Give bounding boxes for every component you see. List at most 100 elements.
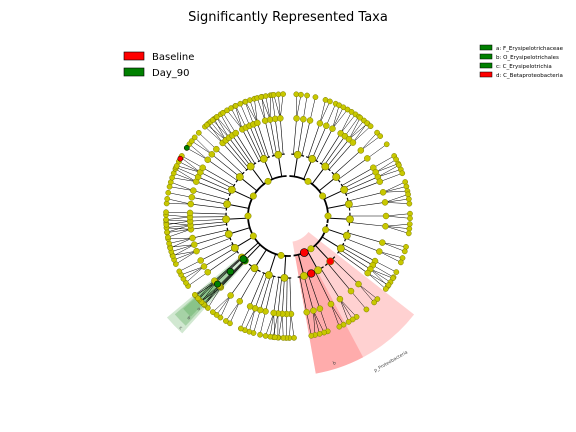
branch-spoke — [253, 309, 261, 334]
taxon-node — [249, 192, 257, 200]
branch-spoke — [360, 135, 381, 151]
taxon-node — [222, 215, 230, 224]
legend-label-day90: Day_90 — [152, 68, 189, 79]
branch-spoke — [273, 277, 280, 313]
taxon-node — [271, 334, 278, 341]
taxon-node — [163, 209, 169, 216]
branch-spoke — [232, 135, 254, 166]
branch-spoke — [166, 211, 191, 214]
branch-spoke — [350, 290, 367, 310]
branch-spoke — [385, 226, 409, 234]
taxon-node — [405, 230, 412, 237]
taxon-node — [209, 117, 216, 123]
branch-spoke — [358, 283, 375, 303]
branch-spoke — [220, 295, 231, 318]
node-betaproteobacteria-child — [307, 269, 316, 278]
branch-spoke — [323, 136, 346, 166]
taxon-node — [264, 271, 273, 279]
taxon-node — [327, 98, 333, 105]
branch-spoke — [171, 244, 195, 252]
branch-spoke — [348, 123, 368, 140]
taxon-node — [165, 234, 171, 241]
taxon-node — [199, 164, 206, 171]
branch-spoke — [174, 250, 197, 260]
branch-spoke — [245, 127, 262, 161]
taxon-node — [382, 212, 390, 220]
taxon-node — [307, 245, 315, 253]
taxon-node — [405, 196, 412, 202]
branch-spoke — [244, 308, 256, 331]
branch-spoke — [332, 109, 348, 129]
taxon-node — [332, 173, 341, 181]
taxon-node — [217, 314, 224, 321]
branch-spoke — [253, 124, 267, 159]
branch-spoke — [332, 258, 359, 285]
legend-swatch-baseline — [123, 51, 145, 61]
branch-spoke — [191, 197, 228, 205]
taxon-node — [262, 333, 269, 339]
branch-spoke — [166, 219, 191, 222]
taxon-node — [236, 298, 243, 305]
taxon-node — [336, 295, 344, 303]
branch-spoke — [328, 142, 354, 170]
taxon-node — [345, 319, 352, 325]
branch-spoke — [204, 286, 220, 306]
branch-spoke — [169, 186, 194, 191]
branch-spoke — [176, 167, 199, 178]
taxon-node — [257, 331, 263, 338]
branch-spoke — [358, 283, 378, 300]
branch-spoke — [220, 114, 233, 136]
taxon-node — [377, 133, 384, 139]
branch-spoke — [229, 301, 240, 324]
branch-spoke — [385, 202, 410, 204]
taxon-node — [304, 92, 310, 99]
branch-spoke — [309, 97, 316, 121]
branch-spoke — [176, 165, 201, 173]
taxon-node — [357, 147, 365, 154]
taxon-node — [258, 94, 265, 100]
branch-spoke — [167, 229, 191, 238]
taxon-node — [344, 200, 353, 209]
branch-spoke — [195, 281, 216, 297]
taxon-node — [379, 189, 387, 196]
branch-spoke — [344, 176, 378, 192]
branch-spoke — [254, 98, 258, 123]
branch-spoke — [216, 116, 233, 136]
branch-spoke — [326, 139, 350, 168]
branch-spoke — [165, 214, 191, 218]
taxon-node — [346, 215, 354, 224]
branch-spoke — [257, 97, 266, 121]
taxon-node — [364, 155, 371, 162]
branch-spoke — [230, 107, 243, 130]
taxon-node — [274, 150, 283, 159]
taxon-node — [323, 122, 330, 130]
branch-spoke — [265, 95, 271, 120]
branch-spoke — [194, 137, 213, 155]
branch-spoke — [198, 176, 232, 192]
branch-spoke — [303, 275, 314, 311]
branch-spoke — [204, 126, 223, 144]
taxon-node — [237, 100, 244, 107]
branch-spoke — [244, 101, 254, 125]
taxon-node — [342, 231, 351, 240]
taxon-node — [326, 257, 335, 266]
taxon-node — [224, 230, 233, 239]
taxon-node — [397, 259, 404, 266]
taxa-swatch-d — [479, 71, 493, 78]
branch-spoke — [278, 94, 281, 119]
taxon-node — [197, 257, 204, 264]
branch-spoke — [260, 96, 271, 120]
branch-spoke — [269, 119, 277, 156]
taxon-node — [270, 91, 277, 98]
branch-spoke — [175, 168, 197, 182]
branch-spoke — [383, 186, 407, 193]
group-legend: Baseline Day_90 — [123, 51, 194, 79]
branch-spoke — [257, 122, 269, 158]
taxon-node — [293, 115, 300, 122]
taxon-node — [230, 244, 239, 252]
branch-spoke — [315, 128, 333, 161]
taxon-node — [223, 200, 232, 209]
branch-spoke — [352, 126, 371, 143]
taxon-node — [192, 291, 198, 298]
taxon-node — [244, 212, 252, 220]
